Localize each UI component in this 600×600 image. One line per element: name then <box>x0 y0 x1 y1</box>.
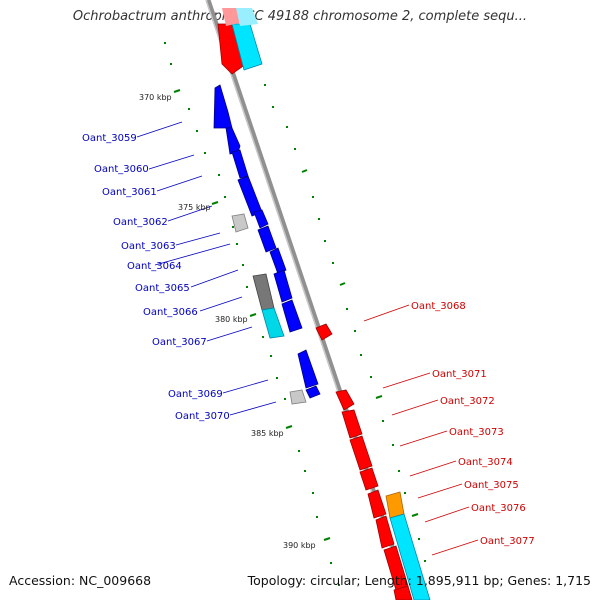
gene-teal-3067[interactable] <box>261 307 285 339</box>
gene-label-oant-3068[interactable]: Oant_3068 <box>411 301 466 312</box>
gene-oant-3065[interactable] <box>269 247 287 275</box>
gene-label-oant-3074[interactable]: Oant_3074 <box>458 457 513 468</box>
gene-label-oant-3070[interactable]: Oant_3070 <box>175 411 230 422</box>
gene-oant-3059[interactable] <box>213 84 233 129</box>
gene-oant-3072[interactable] <box>341 409 363 439</box>
gene-label-oant-3066[interactable]: Oant_3066 <box>143 307 198 318</box>
reverse-strand-genes <box>213 84 321 405</box>
gene-oant-3069[interactable] <box>297 349 319 389</box>
gene-label-oant-3073[interactable]: Oant_3073 <box>449 427 504 438</box>
gene-oant-3073[interactable] <box>349 435 373 471</box>
gene-gray-3062[interactable] <box>231 213 249 233</box>
gene-oant-3075[interactable] <box>367 489 387 519</box>
gene-oant-3071[interactable] <box>335 389 355 411</box>
forward-strand-genes <box>315 323 431 600</box>
gene-oant-3067[interactable] <box>281 299 303 333</box>
gene-oant-3060[interactable] <box>225 127 241 155</box>
gene-label-oant-3069[interactable]: Oant_3069 <box>168 389 223 400</box>
gene-oant-3061[interactable] <box>231 149 249 179</box>
right-leader-lines <box>363 304 479 556</box>
gene-oant-3066[interactable] <box>273 269 293 303</box>
gene-dark-gray-3066[interactable] <box>252 273 275 311</box>
gene-oant-3064[interactable] <box>257 225 277 253</box>
gene-teal-bottom[interactable] <box>389 513 431 600</box>
kbp-label-390: 390 kbp <box>283 541 316 550</box>
gene-label-oant-3065[interactable]: Oant_3065 <box>135 283 190 294</box>
gene-label-oant-3072[interactable]: Oant_3072 <box>440 396 495 407</box>
gene-label-oant-3059[interactable]: Oant_3059 <box>82 133 137 144</box>
gene-label-oant-3064[interactable]: Oant_3064 <box>127 261 182 272</box>
gene-oant-3076[interactable] <box>375 515 395 549</box>
gene-oant-3074[interactable] <box>359 467 379 491</box>
minor-ticks <box>164 42 426 586</box>
kbp-ticks <box>173 89 419 541</box>
left-leader-lines <box>136 121 277 416</box>
gene-oant-3068[interactable] <box>315 323 333 341</box>
kbp-label-380: 380 kbp <box>215 315 248 324</box>
gene-red-bottom[interactable] <box>393 585 413 600</box>
kbp-label-385: 385 kbp <box>251 429 284 438</box>
gene-gray-3070[interactable] <box>289 389 307 405</box>
gene-label-oant-3075[interactable]: Oant_3075 <box>464 480 519 491</box>
gene-oant-3062-group[interactable] <box>237 175 263 217</box>
gene-label-oant-3067[interactable]: Oant_3067 <box>152 337 207 348</box>
map-title: Ochrobactrum anthropi ATCC 49188 chromos… <box>72 9 528 24</box>
gene-label-oant-3071[interactable]: Oant_3071 <box>432 369 487 380</box>
gene-top-teal-b[interactable] <box>236 8 258 26</box>
gene-label-oant-3076[interactable]: Oant_3076 <box>471 503 526 514</box>
gene-label-oant-3060[interactable]: Oant_3060 <box>94 164 149 175</box>
gene-label-oant-3063[interactable]: Oant_3063 <box>121 241 176 252</box>
gene-oant-3070[interactable] <box>305 385 321 399</box>
kbp-label-370: 370 kbp <box>139 93 172 102</box>
gene-label-oant-3062[interactable]: Oant_3062 <box>113 217 168 228</box>
kbp-label-375: 375 kbp <box>178 203 211 212</box>
left-gene-labels: Oant_3059 Oant_3060 Oant_3061 Oant_3062 … <box>82 133 230 422</box>
gene-oant-3063[interactable] <box>253 209 269 229</box>
right-gene-labels: Oant_3068 Oant_3071 Oant_3072 Oant_3073 … <box>411 301 535 547</box>
accession-text: Accession: NC_009668 <box>9 573 152 588</box>
gene-label-oant-3077[interactable]: Oant_3077 <box>480 536 535 547</box>
topology-text: Topology: circular; Length: 1,895,911 bp… <box>247 573 591 588</box>
gene-orange[interactable] <box>385 491 405 519</box>
gene-label-oant-3061[interactable]: Oant_3061 <box>102 187 157 198</box>
